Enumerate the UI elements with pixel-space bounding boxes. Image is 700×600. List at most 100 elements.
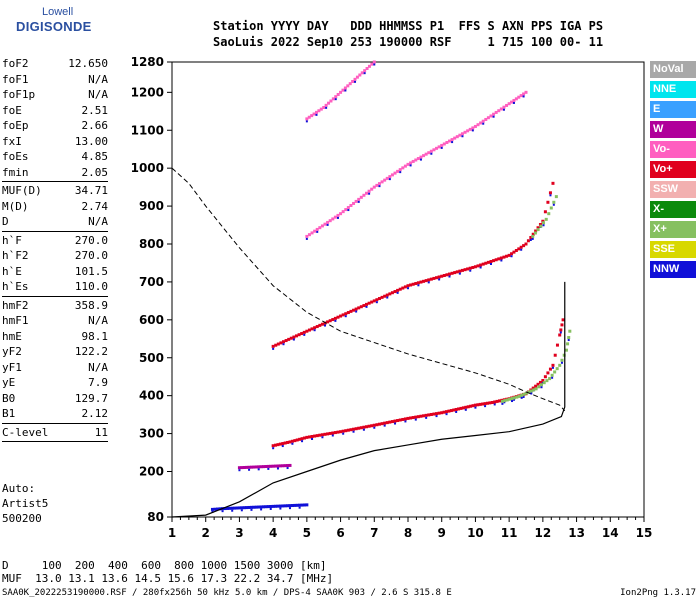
echo-point: [307, 115, 311, 119]
param-name: yF2: [2, 345, 22, 358]
echo-point: [489, 114, 493, 118]
echo-point: [288, 504, 292, 508]
echo-point: [546, 371, 550, 375]
echo-point: [437, 145, 441, 149]
echo-point: [419, 280, 423, 284]
echo-point: [466, 267, 470, 271]
echo-point: [357, 197, 361, 201]
echo-point: [305, 329, 309, 333]
echo-point-nnw: [292, 338, 295, 341]
echo-point: [365, 67, 369, 70]
legend-item: SSW: [650, 181, 696, 198]
echo-point: [401, 286, 405, 290]
y-tick-label: 700: [139, 275, 164, 289]
echo-point: [326, 220, 330, 224]
echo-point: [271, 464, 275, 468]
echo-point: [455, 270, 459, 274]
echo-point: [254, 505, 258, 509]
param-value: 34.71: [74, 184, 108, 197]
echo-point-nnw: [240, 509, 243, 512]
echo-point: [548, 367, 552, 371]
echo-point: [286, 464, 290, 468]
echo-point: [419, 155, 423, 159]
echo-point-nnw: [344, 89, 347, 92]
echo-point: [512, 250, 516, 254]
param-name: hmF1: [2, 314, 29, 327]
echo-point-nnw: [357, 200, 360, 203]
echo-point: [464, 405, 468, 409]
param-row: foF2 12.650: [2, 56, 108, 72]
echo-point: [283, 464, 287, 468]
echo-point: [449, 409, 453, 413]
echo-point-nnw: [383, 424, 386, 427]
echo-point: [546, 200, 550, 204]
echo-point-nnw: [354, 80, 357, 83]
echo-point: [416, 415, 420, 419]
echo-point: [370, 300, 374, 304]
echo-point: [537, 385, 541, 389]
x-tick-label: 5: [303, 526, 311, 540]
echo-point: [559, 328, 563, 332]
echo-point: [435, 146, 439, 150]
echo-point: [307, 435, 311, 439]
param-name: D: [2, 215, 9, 228]
x-tick-label: 2: [202, 526, 210, 540]
echo-point: [235, 506, 239, 510]
echo-point: [409, 161, 413, 165]
echo-point: [216, 507, 220, 511]
echo-point: [534, 384, 538, 388]
echo-point-nnw: [464, 408, 467, 411]
echo-point-nnw: [549, 194, 552, 197]
echo-point: [344, 429, 348, 433]
echo-point: [411, 416, 415, 420]
echo-point: [375, 423, 379, 427]
echo-point: [524, 90, 528, 94]
legend-item: W: [650, 121, 696, 138]
echo-point: [445, 410, 449, 414]
echo-point: [302, 436, 306, 440]
echo-point: [411, 282, 415, 286]
echo-point: [463, 130, 467, 134]
echo-point: [533, 231, 537, 235]
echo-point: [257, 465, 261, 469]
echo-point-nnw: [394, 422, 397, 425]
echo-point: [283, 441, 287, 445]
param-row: B0 129.7: [2, 391, 108, 407]
echo-point: [254, 465, 258, 469]
echo-point: [281, 442, 285, 446]
y-tick-label: 500: [139, 351, 164, 365]
echo-point-nnw: [315, 113, 318, 116]
echo-point: [377, 297, 381, 301]
echo-point: [447, 139, 451, 143]
echo-point: [406, 416, 410, 420]
echo-point-nnw: [301, 440, 304, 443]
echo-point: [479, 121, 483, 125]
echo-point: [367, 301, 371, 305]
echo-point: [305, 234, 309, 238]
echo-point: [357, 306, 361, 310]
y-tick-label: 300: [139, 427, 164, 441]
param-row: D N/A: [2, 214, 108, 230]
echo-point-nnw: [542, 224, 545, 227]
echo-point-nnw: [492, 115, 495, 118]
echo-point: [341, 313, 345, 317]
echo-point: [398, 418, 402, 422]
echo-point: [486, 260, 490, 264]
param-name: foEp: [2, 119, 29, 132]
echo-point: [339, 90, 343, 94]
echo-point: [429, 277, 433, 281]
echo-point: [450, 138, 454, 142]
echo-point: [508, 397, 512, 401]
echo-point: [390, 173, 394, 177]
echo-point: [290, 504, 294, 508]
echo-point: [259, 505, 263, 509]
echo-point: [333, 316, 337, 320]
echo-point: [346, 428, 350, 432]
echo-point: [500, 399, 504, 403]
param-name: h`F2: [2, 249, 29, 262]
echo-point: [300, 437, 304, 441]
echo-point: [336, 430, 340, 434]
echo-point: [328, 431, 332, 435]
echo-point: [288, 440, 292, 444]
echo-point: [257, 505, 261, 509]
